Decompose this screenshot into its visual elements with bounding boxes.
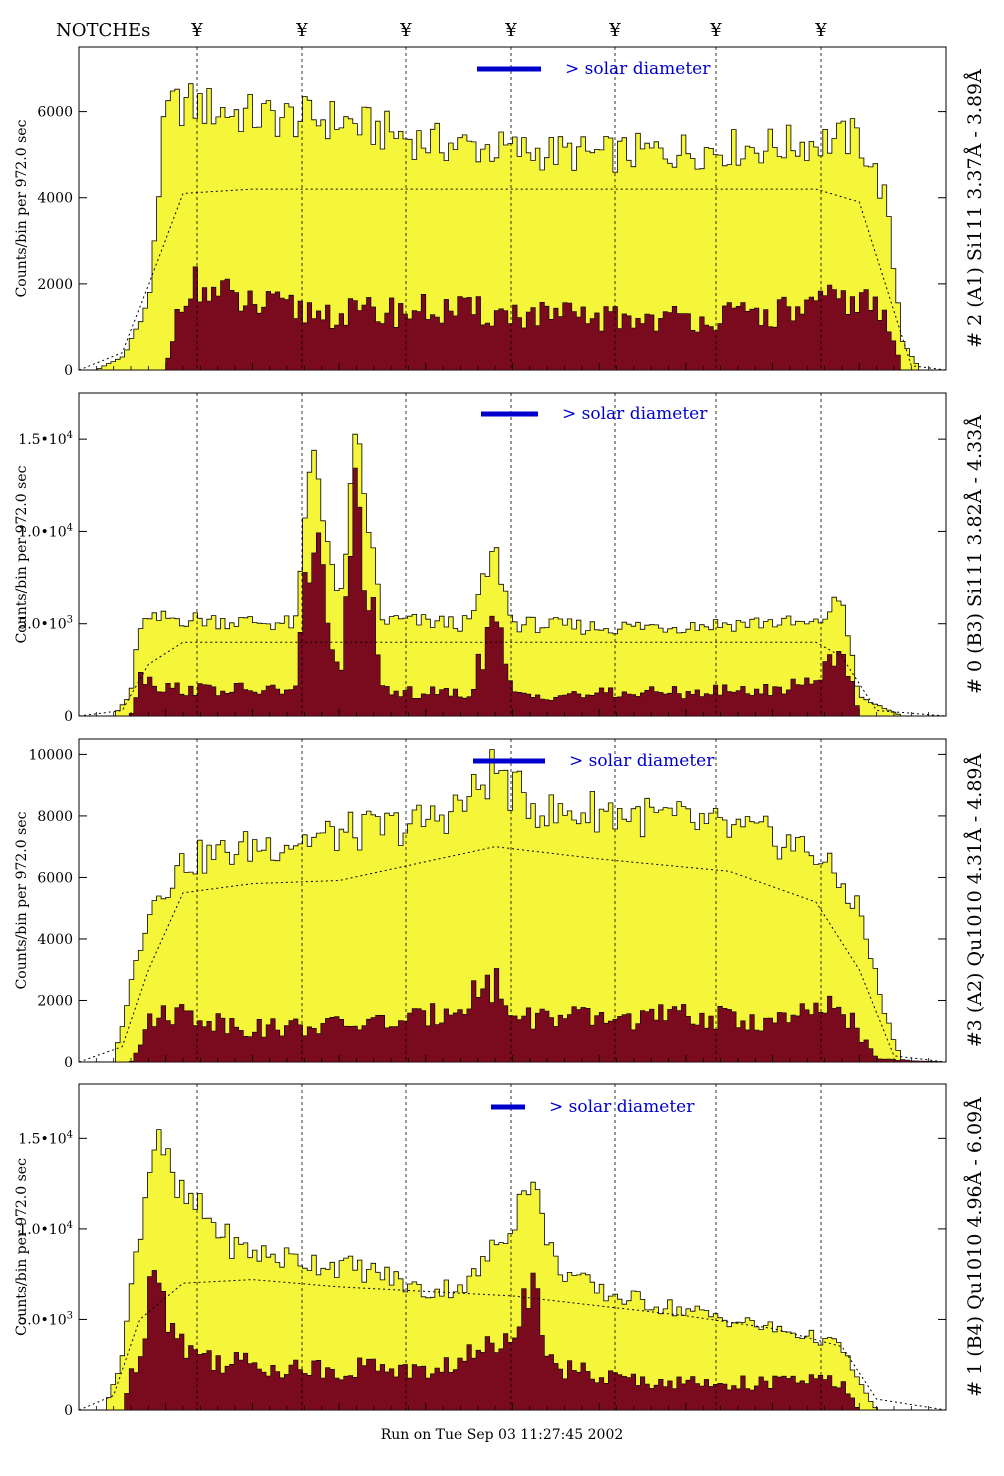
histogram-maroon: [79, 467, 946, 717]
model-curve: [78, 188, 947, 371]
y-tick-label: 1.5•104: [18, 1129, 73, 1147]
panel-1: 0 5.0•103 1.0•104 1.5•104 Counts/bin per 972…: [14, 392, 986, 725]
run-timestamp: Run on Tue Sep 03 11:27:45 2002: [380, 1427, 624, 1443]
histogram-maroon: [79, 968, 947, 1063]
y-tick-label: 4000: [37, 932, 73, 948]
legend-label: > solar diameter: [549, 1097, 695, 1117]
y-axis-label: Counts/bin per 972.0 sec: [14, 119, 30, 297]
y-tick-label: 0: [64, 1055, 73, 1071]
y-tick-label: 0: [64, 1403, 73, 1419]
y-tick-label: 0: [64, 709, 73, 725]
model-curve: [78, 641, 947, 717]
panel-label: # 2 (A1) Si111 3.37Å - 3.89Å: [964, 69, 986, 348]
y-tick-label: 0: [64, 363, 73, 379]
panel-label: # 1 (B4) Qu1010 4.96Å - 6.09Å: [964, 1097, 986, 1397]
notch-marker: ¥: [295, 20, 308, 41]
y-tick-label: 4000: [37, 191, 73, 207]
panel-label: #3 (A2) Qu1010 4.31Å - 4.89Å: [964, 753, 986, 1047]
y-tick-label: 6000: [37, 105, 73, 121]
legend-label: > solar diameter: [565, 59, 711, 79]
panel-2: 0 2000 4000 6000 8000 10000 Counts/bin per 972…: [14, 738, 986, 1071]
y-axis-label: Counts/bin per 972.0 sec: [14, 465, 30, 643]
y-axis-label: Counts/bin per 972.0 sec: [14, 1158, 30, 1336]
y-tick-label: 2000: [37, 277, 73, 293]
model-curve: [78, 1279, 947, 1411]
histogram-maroon: [79, 266, 946, 371]
y-tick-label: 6000: [37, 870, 73, 886]
panel-3: 0 5.0•103 1.0•104 1.5•104 Counts/bin per 972…: [14, 1083, 986, 1419]
notch-marker: ¥: [709, 20, 722, 41]
model-curve: [78, 846, 947, 1063]
y-tick-label: 1.0•104: [18, 1220, 73, 1238]
notch-marker: ¥: [399, 20, 412, 41]
notches-label: NOTCHEs: [56, 20, 151, 41]
histogram-total: [79, 1129, 946, 1411]
legend-label: > solar diameter: [569, 751, 715, 771]
y-tick-label: 10000: [28, 747, 73, 763]
panel-label: # 0 (B3) Si111 3.82Å - 4.33Å: [964, 415, 986, 694]
notch-marker: ¥: [190, 20, 203, 41]
histogram-total: [79, 433, 946, 717]
histogram-total: [79, 83, 946, 371]
panel-0: 0 2000 4000 6000 Counts/bin per 972.0 sec # 2…: [14, 46, 986, 379]
notch-marker: ¥: [814, 20, 827, 41]
y-tick-label: 5.0•103: [18, 1310, 73, 1328]
y-tick-label: 1.5•104: [18, 430, 73, 448]
y-tick-label: 5.0•103: [18, 615, 73, 633]
y-tick-label: 8000: [37, 809, 73, 825]
histogram-total: [79, 749, 946, 1063]
y-axis-label: Counts/bin per 972.0 sec: [14, 811, 30, 989]
notch-marker: ¥: [504, 20, 517, 41]
y-tick-label: 1.0•104: [18, 522, 73, 540]
y-tick-label: 2000: [37, 993, 73, 1009]
legend-label: > solar diameter: [562, 404, 708, 424]
histogram-maroon: [79, 1270, 946, 1411]
notch-marker: ¥: [608, 20, 621, 41]
